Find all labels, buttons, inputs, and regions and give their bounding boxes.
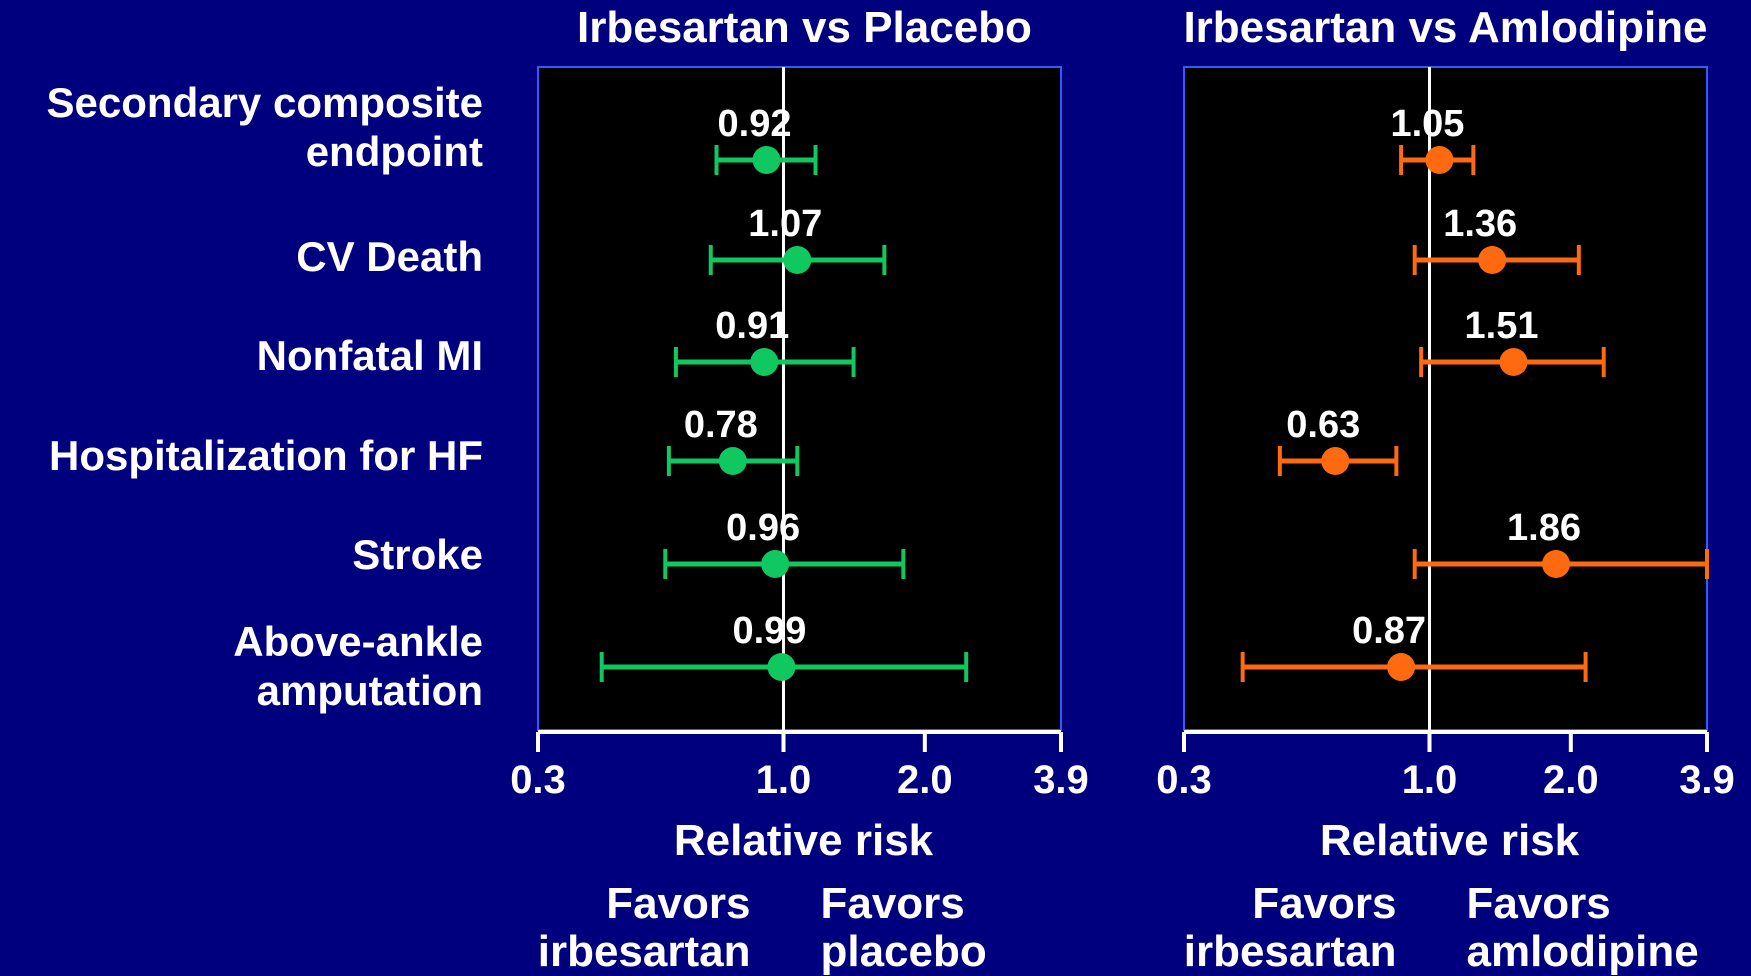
plot-area	[537, 66, 1062, 731]
favors-left-label: irbesartan	[1184, 927, 1397, 976]
point-value-label: 0.92	[718, 103, 792, 145]
endpoint-label: Above-ankle	[233, 618, 483, 665]
point-value-label: 0.91	[715, 305, 789, 347]
endpoint-label: Hospitalization for HF	[49, 432, 483, 479]
x-axis-label: Relative risk	[1320, 816, 1580, 865]
plot-area	[1183, 66, 1708, 731]
point-estimate	[752, 146, 781, 174]
favors-right-label: Favors	[820, 879, 964, 928]
point-value-label: 0.87	[1352, 610, 1426, 652]
point-value-label: 0.96	[726, 507, 800, 549]
endpoint-label: Stroke	[352, 531, 483, 578]
point-estimate	[1499, 348, 1528, 376]
point-estimate	[1542, 550, 1571, 578]
endpoint-label: Nonfatal MI	[257, 332, 483, 379]
favors-left-label: irbesartan	[538, 927, 751, 976]
favors-right-label: amlodipine	[1466, 927, 1698, 976]
point-estimate	[1478, 246, 1507, 274]
x-axis-label: Relative risk	[674, 816, 934, 865]
point-value-label: 1.36	[1443, 203, 1517, 245]
point-value-label: 1.05	[1390, 103, 1464, 145]
point-value-label: 0.99	[732, 610, 806, 652]
x-tick-label: 0.3	[1156, 758, 1212, 802]
x-tick-label: 3.9	[1679, 758, 1735, 802]
point-value-label: 1.51	[1465, 305, 1539, 347]
endpoint-label: endpoint	[306, 128, 483, 175]
x-tick-label: 0.3	[510, 758, 566, 802]
x-tick-label: 3.9	[1033, 758, 1089, 802]
point-estimate	[767, 653, 796, 681]
panel-title: Irbesartan vs Amlodipine	[1183, 3, 1707, 52]
point-value-label: 0.63	[1286, 404, 1360, 446]
favors-left-label: Favors	[606, 879, 750, 928]
point-estimate	[1321, 447, 1350, 475]
x-tick-label: 2.0	[1543, 758, 1599, 802]
panel-title: Irbesartan vs Placebo	[577, 3, 1032, 52]
point-value-label: 1.86	[1507, 507, 1581, 549]
point-estimate	[718, 447, 747, 475]
point-value-label: 1.07	[748, 203, 822, 245]
point-estimate	[1387, 653, 1416, 681]
point-estimate	[761, 550, 790, 578]
point-estimate	[750, 348, 779, 376]
point-value-label: 0.78	[684, 404, 758, 446]
point-estimate	[783, 246, 812, 274]
x-tick-label: 1.0	[1402, 758, 1458, 802]
favors-right-label: placebo	[820, 927, 986, 976]
favors-right-label: Favors	[1466, 879, 1610, 928]
x-tick-label: 2.0	[897, 758, 953, 802]
point-estimate	[1425, 146, 1454, 174]
endpoint-label: Secondary composite	[47, 79, 483, 126]
favors-left-label: Favors	[1252, 879, 1396, 928]
x-tick-label: 1.0	[756, 758, 812, 802]
endpoint-label: CV Death	[296, 233, 483, 280]
endpoint-label: amputation	[257, 667, 483, 714]
